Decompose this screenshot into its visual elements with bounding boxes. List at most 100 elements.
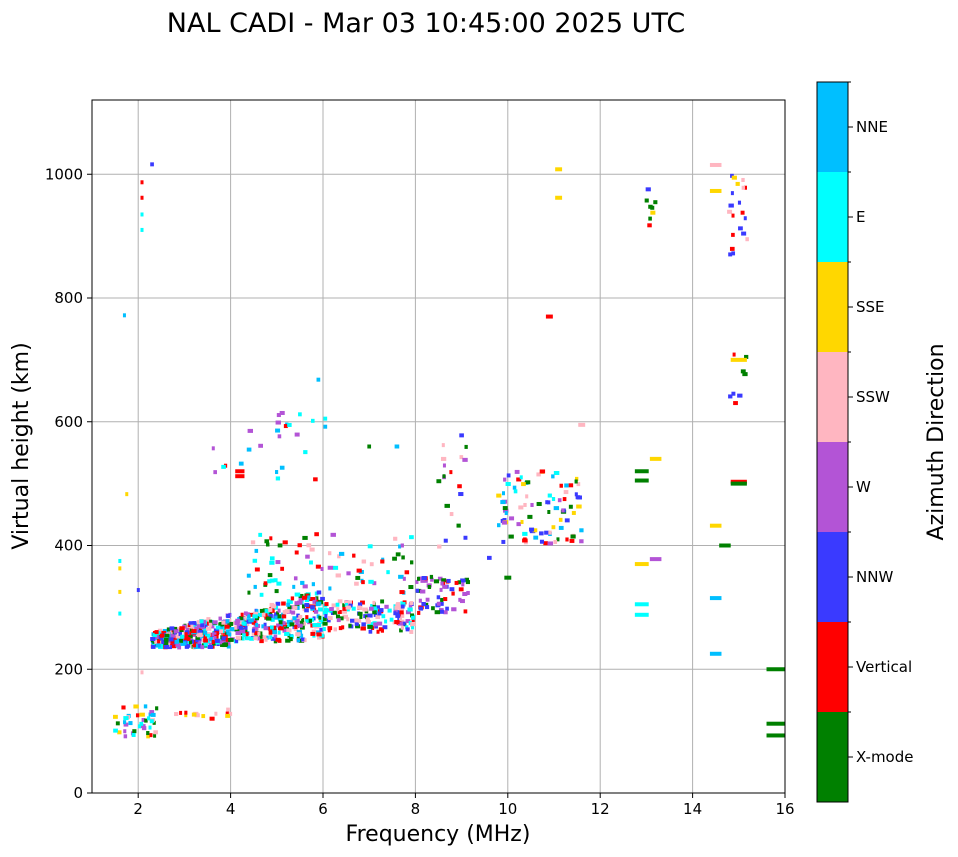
echo-mark bbox=[225, 629, 230, 634]
echo-mark bbox=[141, 726, 147, 731]
echo-mark bbox=[411, 618, 415, 623]
data-marks bbox=[113, 162, 785, 739]
echo-mark bbox=[440, 581, 444, 586]
echo-mark bbox=[709, 523, 722, 528]
echo-mark bbox=[235, 474, 245, 479]
echo-mark bbox=[564, 483, 569, 488]
echo-mark bbox=[436, 595, 441, 600]
echo-mark bbox=[418, 606, 424, 611]
echo-mark bbox=[355, 575, 361, 580]
echo-mark bbox=[310, 631, 316, 636]
echo-mark bbox=[213, 470, 217, 475]
echo-mark bbox=[318, 619, 325, 624]
echo-mark bbox=[205, 626, 212, 631]
echo-mark bbox=[372, 581, 377, 586]
echo-mark bbox=[207, 644, 214, 649]
echo-mark bbox=[318, 615, 322, 620]
echo-mark bbox=[358, 618, 362, 623]
echo-mark bbox=[297, 543, 302, 548]
echo-mark bbox=[140, 212, 144, 217]
echo-mark bbox=[294, 618, 300, 623]
echo-mark bbox=[171, 644, 177, 649]
echo-mark bbox=[451, 591, 455, 596]
echo-mark bbox=[395, 613, 401, 618]
echo-mark bbox=[287, 422, 292, 427]
echo-mark bbox=[174, 712, 179, 717]
echo-mark bbox=[335, 573, 342, 578]
echo-mark bbox=[248, 618, 254, 623]
echo-mark bbox=[421, 601, 426, 606]
echo-mark bbox=[286, 602, 291, 607]
echo-mark bbox=[184, 632, 188, 637]
echo-mark bbox=[393, 536, 398, 541]
echo-mark bbox=[141, 718, 146, 723]
echo-mark bbox=[525, 494, 529, 499]
echo-mark bbox=[254, 548, 259, 553]
echo-mark bbox=[197, 640, 202, 645]
echo-mark bbox=[149, 710, 155, 715]
echo-mark bbox=[259, 631, 263, 636]
echo-mark bbox=[269, 556, 275, 561]
echo-mark bbox=[335, 614, 341, 619]
echo-mark bbox=[218, 616, 222, 621]
echo-mark bbox=[205, 633, 211, 638]
echo-mark bbox=[313, 477, 318, 482]
echo-mark bbox=[547, 493, 552, 498]
echo-mark bbox=[372, 610, 377, 615]
echo-mark bbox=[221, 464, 226, 469]
echo-mark bbox=[155, 643, 161, 648]
echo-mark bbox=[346, 617, 350, 622]
echo-mark bbox=[373, 612, 377, 617]
echo-mark bbox=[355, 624, 361, 629]
echo-mark bbox=[280, 617, 284, 622]
echo-mark bbox=[273, 634, 278, 639]
echo-mark bbox=[275, 476, 281, 481]
echo-mark bbox=[405, 610, 411, 615]
echo-mark bbox=[290, 596, 295, 601]
echo-mark bbox=[275, 470, 279, 475]
echo-mark bbox=[178, 631, 183, 636]
echo-mark bbox=[199, 619, 204, 624]
echo-mark bbox=[424, 578, 428, 583]
echo-mark bbox=[268, 630, 273, 635]
echo-mark bbox=[131, 732, 136, 737]
echo-mark bbox=[269, 635, 273, 640]
echo-mark bbox=[292, 584, 296, 589]
echo-mark bbox=[282, 628, 287, 633]
echo-mark bbox=[158, 636, 164, 641]
echo-mark bbox=[425, 597, 430, 602]
echo-mark bbox=[262, 635, 267, 640]
echo-mark bbox=[536, 501, 542, 506]
echo-mark bbox=[731, 251, 736, 256]
echo-mark bbox=[539, 469, 546, 474]
echo-mark bbox=[147, 716, 151, 721]
echo-mark bbox=[330, 532, 336, 537]
echo-mark bbox=[211, 640, 215, 645]
echo-mark bbox=[276, 611, 280, 616]
echo-mark bbox=[443, 597, 448, 602]
echo-mark bbox=[342, 603, 348, 608]
echo-mark bbox=[277, 608, 281, 613]
echo-mark bbox=[320, 566, 324, 571]
x-tick-label: 2 bbox=[133, 800, 143, 818]
echo-mark bbox=[146, 734, 150, 739]
echo-mark bbox=[210, 624, 215, 629]
echo-mark bbox=[558, 525, 564, 530]
echo-mark bbox=[265, 542, 270, 547]
echo-mark bbox=[457, 484, 462, 489]
echo-mark bbox=[315, 630, 321, 635]
echo-mark bbox=[115, 721, 120, 726]
echo-mark bbox=[634, 562, 649, 567]
echo-mark bbox=[359, 614, 363, 619]
echo-mark bbox=[322, 627, 326, 632]
echo-mark bbox=[228, 637, 234, 642]
echo-mark bbox=[653, 200, 658, 205]
echo-mark bbox=[298, 593, 304, 598]
echo-mark bbox=[766, 721, 785, 726]
echo-mark bbox=[522, 538, 528, 543]
echo-mark bbox=[331, 603, 337, 608]
echo-mark bbox=[400, 625, 404, 630]
echo-mark bbox=[374, 624, 378, 629]
echo-mark bbox=[294, 592, 301, 597]
echo-mark bbox=[354, 618, 359, 623]
